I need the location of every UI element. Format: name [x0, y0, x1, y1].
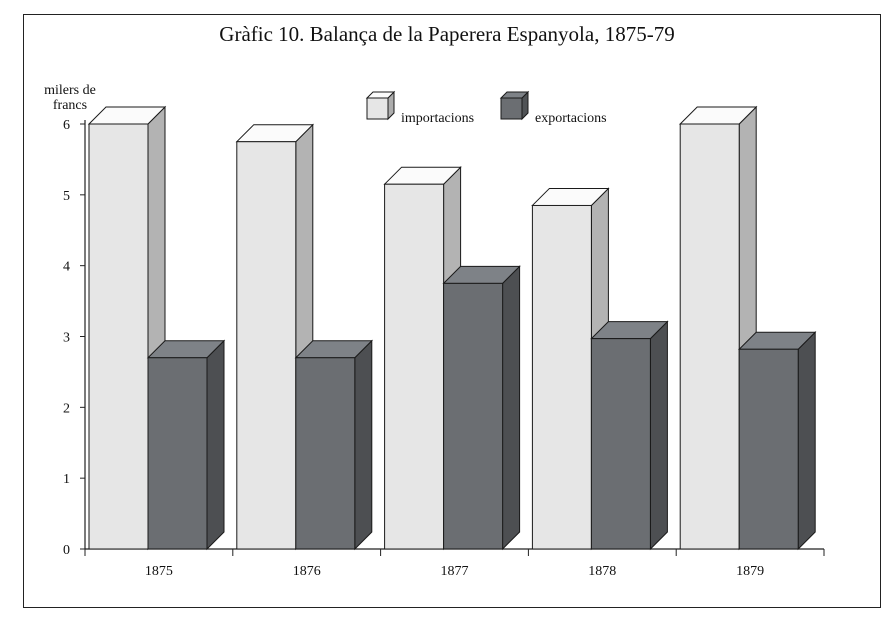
bar-front-face [590, 338, 651, 550]
bar-front-face [384, 183, 445, 550]
bars [87, 105, 817, 551]
legend-item-importacions: importacions [365, 90, 474, 126]
legend-swatch [500, 97, 523, 120]
x-ticks: 1875 1876 1877 1878 1879 [84, 549, 825, 579]
legend-label: exportacions [535, 111, 607, 126]
bar-front-face [679, 123, 740, 550]
legend-item-exportacions: exportacions [499, 90, 607, 126]
legend-label: importacions [401, 111, 474, 126]
bar-side-face [206, 339, 225, 551]
bar-front-face [443, 282, 504, 550]
chart-frame [23, 14, 881, 608]
bar-exportacions-1876 [294, 339, 374, 551]
y-tick-label: 1 [63, 472, 70, 487]
bar-front-face [88, 123, 149, 550]
x-tick-label: 1878 [588, 564, 616, 579]
bar-side-face [502, 265, 521, 551]
y-tick-label: 2 [63, 401, 70, 416]
legend: importacions exportacions [365, 90, 607, 126]
bar-side-face [649, 320, 668, 551]
bar-importacions-1877 [383, 166, 462, 551]
legend-swatch [366, 97, 389, 120]
bar-importacions-1879 [678, 105, 758, 551]
bar-side-face [797, 331, 816, 551]
x-tick-label: 1875 [145, 564, 173, 579]
x-tick-label: 1879 [736, 564, 764, 579]
y-tick-label: 0 [63, 543, 70, 558]
bar-side-face [354, 339, 373, 551]
y-tick-label: 5 [63, 189, 70, 204]
bar-exportacions-1878 [590, 320, 669, 551]
y-tick-label: 3 [63, 331, 70, 346]
bar-front-face [295, 357, 356, 550]
bar-front-face [236, 141, 297, 550]
chart-title: Gràfic 10. Balança de la Paperera Espany… [219, 22, 675, 46]
bar-front-face [147, 357, 208, 550]
bar-front-face [531, 204, 592, 550]
y-axis-label: milers de francs [44, 83, 96, 113]
bar-exportacions-1875 [146, 339, 226, 551]
bar-exportacions-1879 [737, 331, 817, 551]
y-tick-label: 6 [63, 118, 70, 133]
y-tick-label: 4 [63, 260, 70, 275]
x-tick-label: 1876 [293, 564, 321, 579]
y-ticks: 0 1 2 3 4 5 6 [63, 118, 85, 558]
bar-front-face [738, 348, 799, 550]
bar-exportacions-1877 [442, 265, 521, 551]
x-tick-label: 1877 [441, 564, 469, 579]
